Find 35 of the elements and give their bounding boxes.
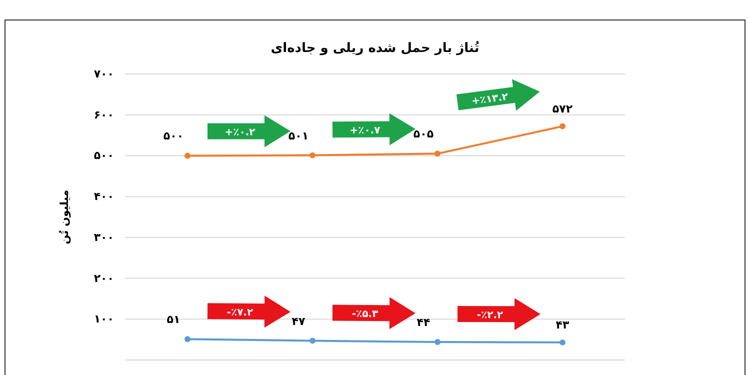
annotation: -٪۲.۲ xyxy=(476,310,504,322)
point xyxy=(560,123,566,130)
annotation: +٪۰.۲ xyxy=(224,127,256,138)
point xyxy=(310,338,316,344)
annotation: -٪۷.۲ xyxy=(226,307,254,319)
y-axis-title: میلیون تُن xyxy=(58,190,71,244)
arrow-icon: -٪۲.۲ xyxy=(457,298,540,330)
chart-title: تُناژ بار حمل شده ریلی و جاده‌ای xyxy=(270,40,480,56)
y-tick-label: ۵۰۰ xyxy=(94,149,114,162)
point xyxy=(434,150,440,157)
y-tick-label: ۴۰۰ xyxy=(94,190,114,204)
y-tick-label: ۳۰۰ xyxy=(94,230,114,244)
data-label: ۴۷ xyxy=(292,314,306,328)
annotation: +٪۱۳.۲ xyxy=(471,92,509,108)
data-label: ۴۳ xyxy=(556,318,570,332)
arrow-icon: +٪۱۳.۲ xyxy=(456,79,540,111)
data-label: ۵۷۲ xyxy=(552,102,573,116)
arrow-icon: -٪۷.۲ xyxy=(207,296,290,328)
point xyxy=(560,339,566,346)
y-tick-label: ۱۰۰ xyxy=(94,312,114,326)
annotation: +٪۰.۷ xyxy=(350,125,380,137)
data-label: ۵۰۱ xyxy=(288,129,309,142)
y-tick-label: ۲۰۰ xyxy=(94,272,114,285)
point xyxy=(184,152,190,159)
data-label: ۵۰۵ xyxy=(413,128,434,141)
annotation: -٪۵.۳ xyxy=(352,308,378,320)
point xyxy=(310,152,316,158)
y-tick-label: ۷۰۰ xyxy=(94,68,114,81)
arrow-icon: -٪۵.۳ xyxy=(332,297,416,330)
data-label: ۴۴ xyxy=(416,316,430,330)
y-tick-label: ۶۰۰ xyxy=(94,108,114,122)
point xyxy=(434,339,440,345)
data-label: ۵۱ xyxy=(166,313,180,326)
data-label: ۵۰۰ xyxy=(163,130,184,143)
point xyxy=(184,336,190,342)
